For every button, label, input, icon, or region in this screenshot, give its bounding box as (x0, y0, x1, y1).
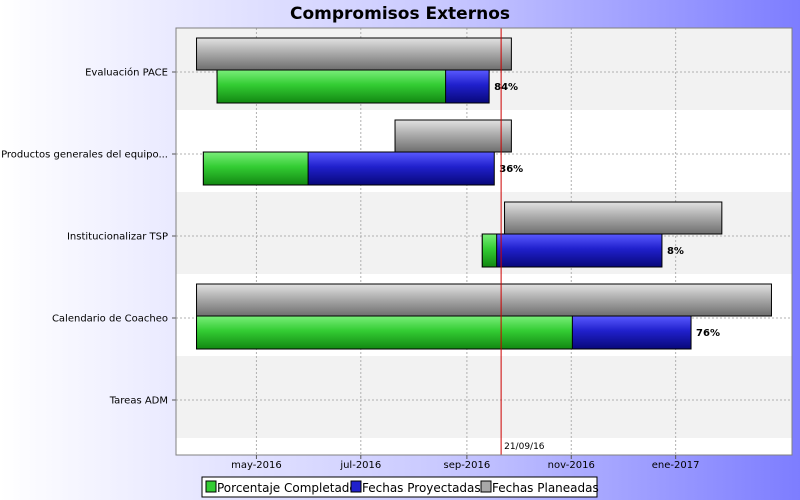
planned-bar (394, 119, 512, 153)
completed-bar (196, 315, 573, 350)
legend-swatch (205, 480, 217, 493)
planned-bar (504, 201, 723, 235)
category-label: Tareas ADM (109, 396, 168, 407)
category-label: Calendario de Coacheo (52, 314, 168, 325)
legend: Porcentaje Completado Fechas Proyectadas F… (201, 476, 599, 498)
legend-swatch (350, 480, 362, 493)
legend-box (201, 476, 598, 498)
legend-label: Fechas Proyectadas (362, 481, 481, 495)
x-tick-label: may-2016 (231, 460, 282, 471)
today-marker-label: 21/09/16 (504, 442, 545, 452)
projected-bar (481, 233, 663, 268)
percent-label: 8% (667, 246, 684, 257)
legend-swatch (480, 480, 492, 493)
planned-bar (196, 283, 772, 317)
category-label: Institucionalizar TSP (67, 232, 168, 243)
x-tick-label: nov-2016 (548, 460, 595, 471)
row-band (176, 356, 792, 438)
percent-label: 36% (499, 164, 523, 175)
legend-label: Porcentaje Completado (217, 481, 357, 495)
legend-label: Fechas Planeadas (492, 481, 599, 495)
plot-border (175, 27, 793, 456)
x-tick-label: sep-2016 (443, 460, 490, 471)
plot-area: Evaluación PACE 84% Productos generales de… (1, 27, 793, 471)
x-tick-label: jul-2016 (339, 460, 381, 471)
completed-bar (481, 233, 498, 268)
category-label: Productos generales del equipo... (1, 150, 168, 161)
x-tick-label: ene-2017 (652, 460, 700, 471)
category-label: Evaluación PACE (85, 67, 168, 79)
completed-bar (216, 69, 447, 104)
chart-title: Compromisos Externos (290, 4, 510, 24)
planned-bar (196, 37, 512, 71)
completed-bar (202, 151, 309, 186)
percent-label: 76% (696, 328, 720, 339)
percent-label: 84% (494, 82, 518, 93)
